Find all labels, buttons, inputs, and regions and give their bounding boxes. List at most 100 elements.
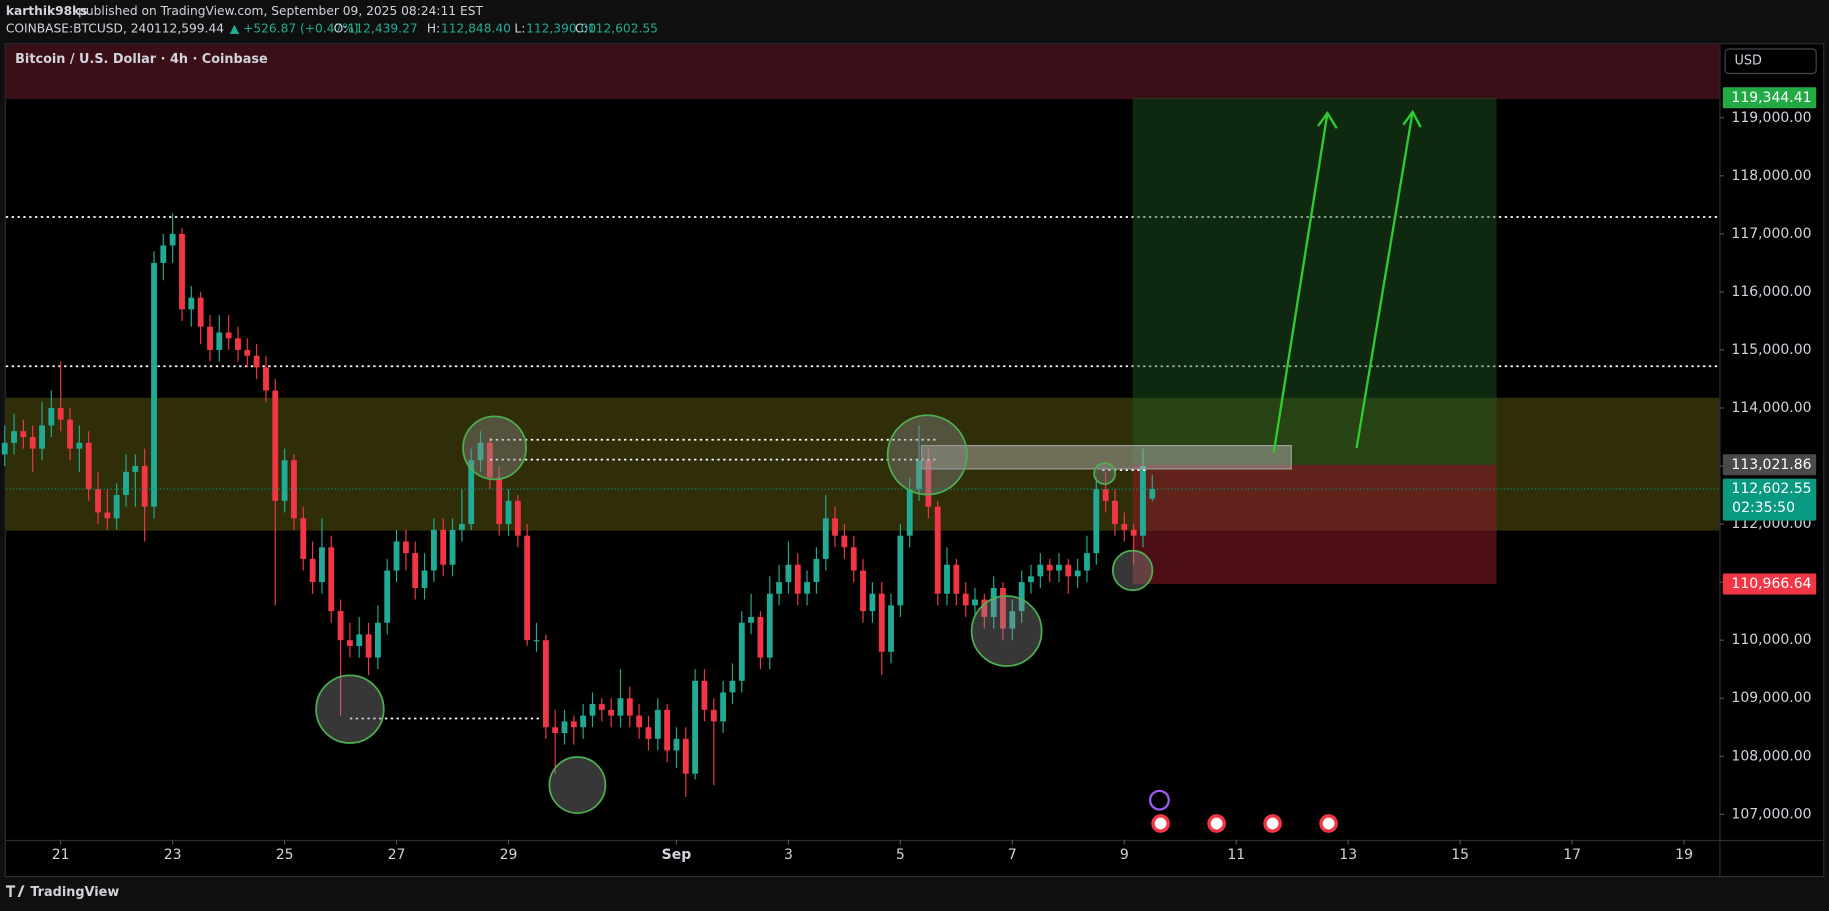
candle-body [710, 709, 717, 722]
candle-body [1046, 564, 1053, 571]
candle-body [430, 529, 437, 571]
candle-body [925, 460, 932, 507]
arrow [1355, 109, 1422, 449]
candle-body [141, 466, 148, 507]
candle-body [337, 611, 344, 641]
candle-body [253, 355, 260, 368]
candle-body [1084, 553, 1090, 571]
price-label-box [1722, 478, 1817, 521]
x-tick-label: 19 [1675, 847, 1693, 863]
candle-body [1018, 582, 1025, 612]
candle-body [1112, 500, 1118, 525]
candle-body [860, 570, 866, 612]
candle-body [235, 338, 241, 350]
candle-body [123, 471, 129, 496]
candle-body [48, 407, 55, 426]
candle-body [729, 680, 736, 693]
price-label: 113,021.86 [1731, 457, 1811, 473]
circle-marker [462, 415, 527, 481]
candle-body [188, 297, 195, 310]
candles [1, 213, 1156, 797]
candle-body [673, 738, 680, 751]
x-tick-label: 7 [1008, 847, 1017, 863]
candle-body [645, 727, 652, 739]
candle-body [505, 500, 512, 525]
candle-body [738, 622, 745, 681]
currency[interactable]: USD [1735, 54, 1763, 69]
event-icon[interactable] [1154, 817, 1167, 830]
countdown: 02:35:50 [1732, 500, 1795, 516]
candle-body [384, 570, 391, 623]
published-note: published on TradingView.com, September … [78, 4, 483, 18]
arrow [1272, 111, 1338, 453]
event-icon[interactable] [1322, 817, 1335, 830]
candle-body [412, 553, 419, 588]
ohlc-value: 112,390.00 [526, 22, 596, 36]
event-icon[interactable] [1148, 789, 1170, 811]
candle-body [281, 460, 288, 501]
circle-marker [970, 595, 1043, 667]
ohlc-key: O: [334, 22, 348, 36]
event-icon[interactable] [1210, 817, 1223, 830]
candle-body [934, 506, 941, 594]
candle-body [1149, 489, 1156, 499]
candle-body [468, 460, 475, 525]
candle-body [1121, 524, 1128, 530]
candle-body [906, 489, 913, 536]
candle-body [11, 431, 17, 443]
x-tick-label: Sep [662, 847, 692, 863]
candle-body [1, 442, 8, 455]
y-tick-label: 115,000.00 [1731, 342, 1811, 358]
candle-body [300, 518, 307, 559]
circle-marker [1111, 549, 1154, 592]
candle-body [888, 605, 894, 652]
candle-body [39, 425, 45, 449]
x-tick-label: 21 [52, 847, 70, 863]
candle-body [421, 570, 428, 588]
y-tick-label: 114,000.00 [1731, 400, 1811, 416]
ohlc-key: L: [514, 22, 525, 36]
candle-body [207, 326, 213, 350]
logo: TradingView [30, 885, 119, 900]
currency-button[interactable] [1724, 48, 1817, 75]
candle-body [486, 442, 493, 478]
x-tick-label: 11 [1227, 847, 1245, 863]
x-tick-label: 29 [500, 847, 518, 863]
ohlc-value: 112,848.40 [441, 22, 511, 36]
y-tick-label: 110,000.00 [1731, 632, 1811, 648]
candle-body [981, 599, 988, 617]
x-tick-label: 13 [1339, 847, 1357, 863]
candle-body [944, 564, 950, 594]
candle-body [953, 564, 960, 594]
y-tick-label: 118,000.00 [1731, 168, 1811, 184]
circle-marker [1093, 462, 1117, 485]
x-tick-label: 5 [896, 847, 905, 863]
profit-zone [1132, 97, 1497, 465]
candle-body [272, 390, 279, 501]
candle-body [701, 680, 708, 710]
candle-body [375, 622, 381, 658]
candle-body [393, 541, 400, 571]
candle-body [785, 564, 792, 583]
candle-body [850, 547, 857, 571]
candle-body [766, 593, 773, 658]
position-tool [1132, 97, 1497, 585]
candle-body [67, 419, 73, 449]
candle-body [617, 698, 624, 716]
candle-body [1028, 576, 1034, 583]
candle-body [132, 466, 139, 472]
candle-body [244, 349, 251, 356]
price-label-box [1722, 87, 1817, 109]
candle-body [561, 721, 568, 734]
candle-body [524, 535, 531, 641]
candle-body [832, 518, 838, 536]
event-icon[interactable] [1266, 817, 1279, 830]
candle-body [580, 715, 587, 728]
circle-marker [548, 756, 607, 814]
candle-body [57, 407, 64, 420]
candle-body [589, 704, 596, 716]
candle-body [1074, 570, 1081, 577]
loss-zone [1132, 464, 1497, 585]
candle-body [1130, 529, 1137, 536]
symbol: COINBASE:BTCUSD, 240 [6, 22, 154, 36]
